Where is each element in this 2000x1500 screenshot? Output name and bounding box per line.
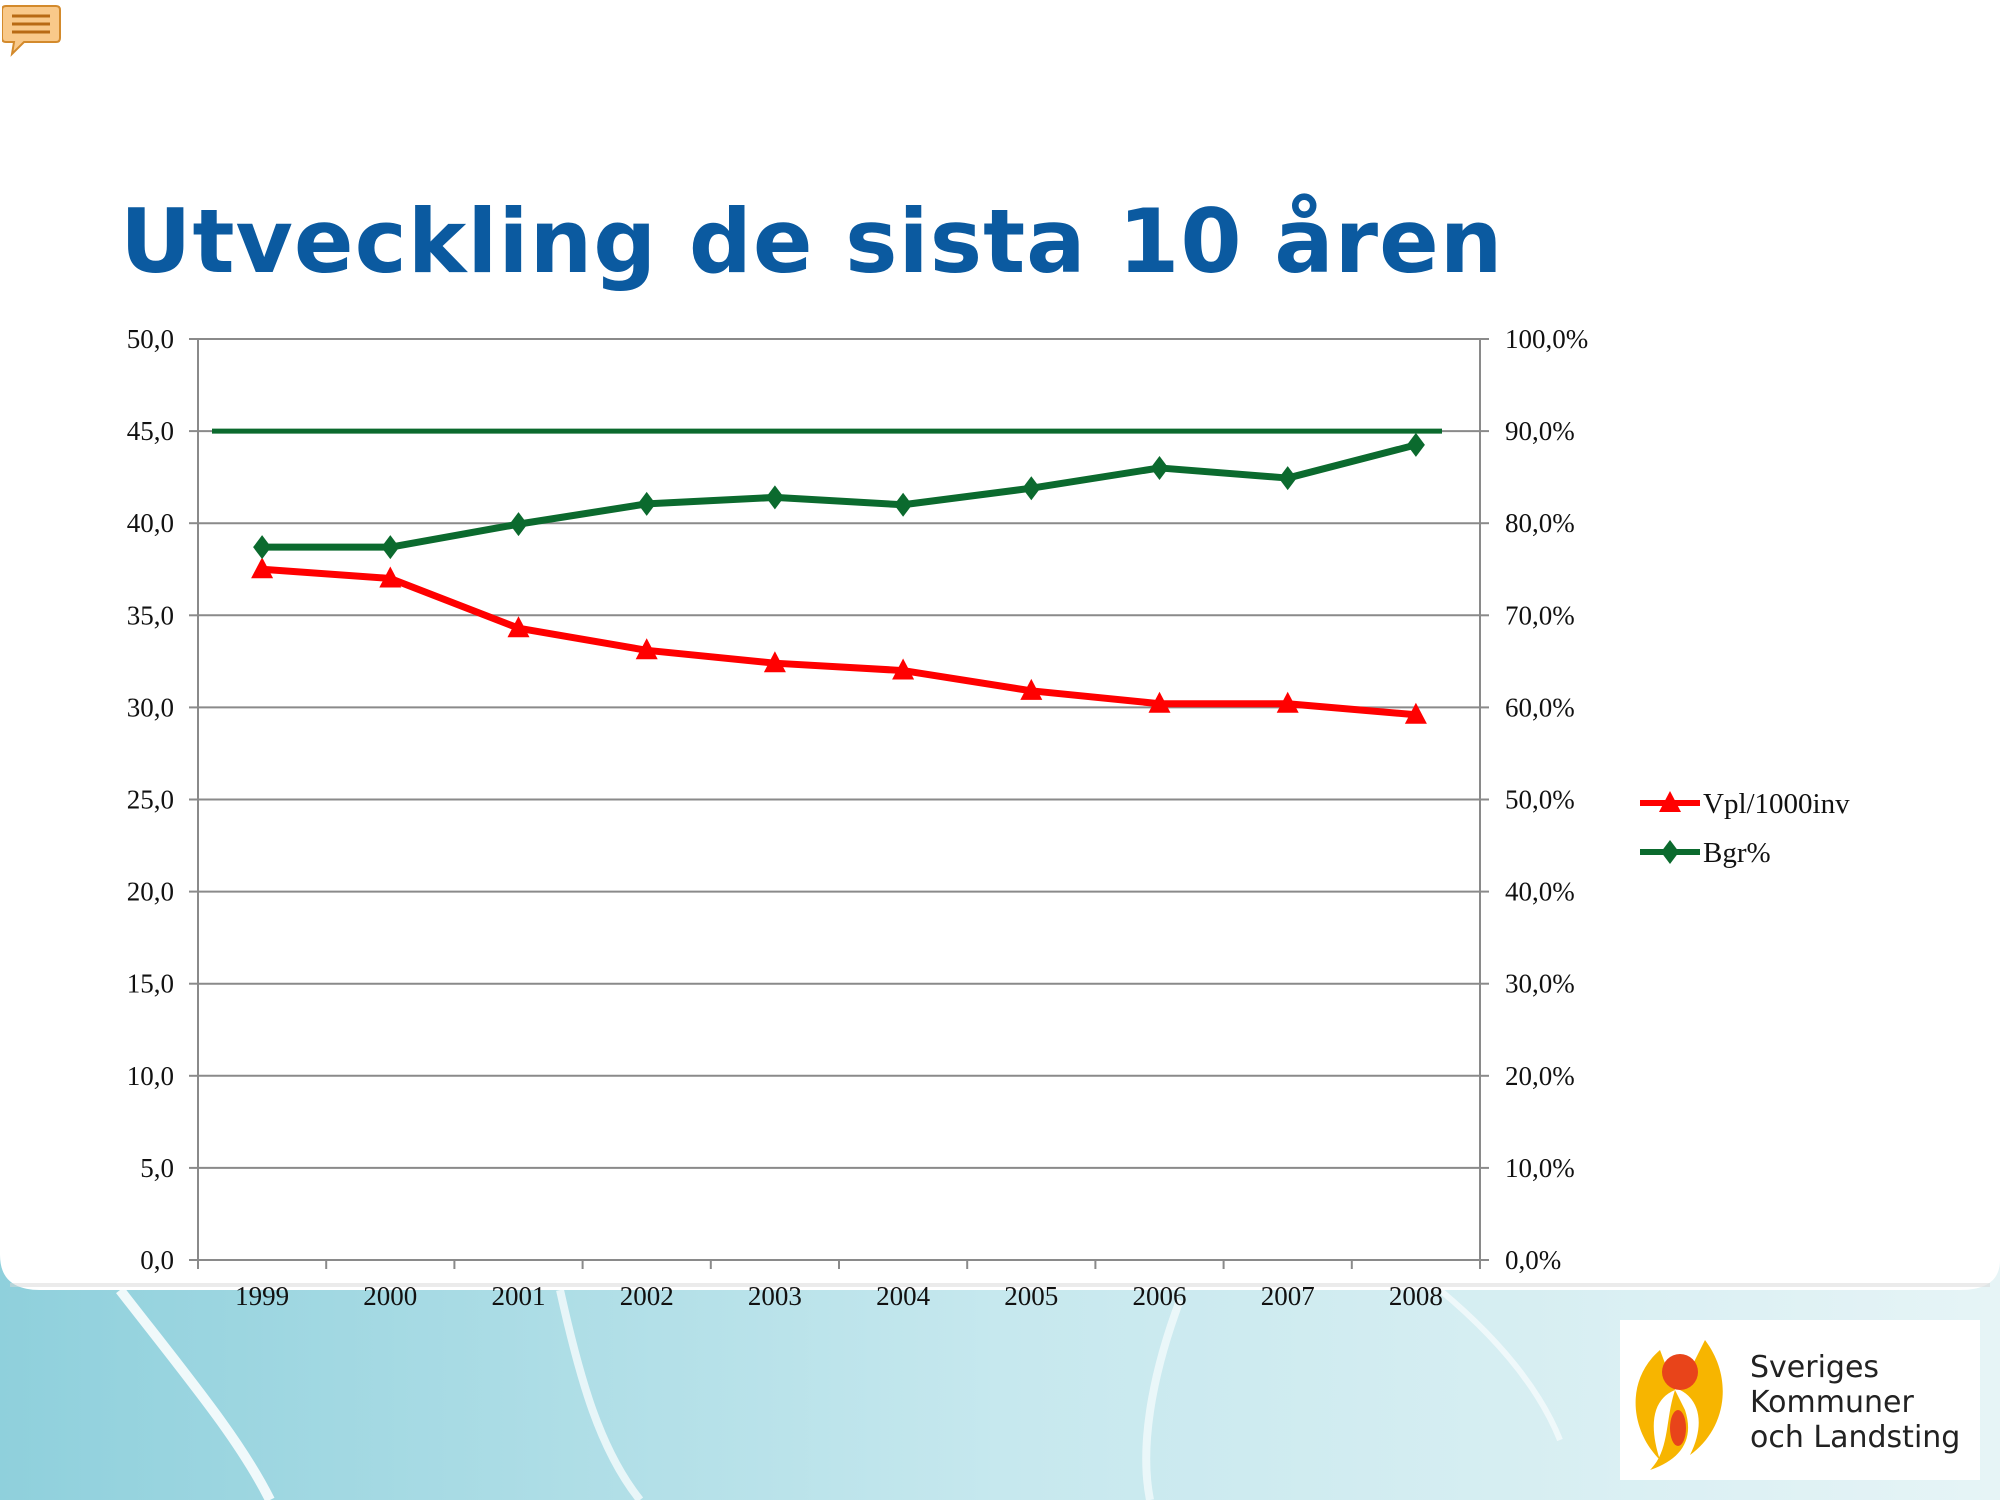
x-axis-tick-label: 2006 — [1133, 1281, 1187, 1311]
data-point-triangle — [251, 557, 274, 579]
data-point-diamond — [509, 512, 528, 537]
data-point-diamond — [765, 485, 784, 510]
data-point-triangle — [1020, 678, 1043, 700]
logo-emblem-icon — [1635, 1340, 1723, 1470]
series-line-0 — [261, 565, 1417, 719]
logo-text: Sveriges Kommuner och Landsting — [1750, 1350, 1960, 1455]
data-point-triangle — [379, 566, 402, 588]
left-axis-tick-label: 45,0 — [127, 416, 174, 446]
left-axis-tick-label: 10,0 — [127, 1061, 174, 1091]
x-axis-tick-label: 2000 — [363, 1281, 417, 1311]
right-axis-tick-label: 60,0% — [1505, 692, 1575, 722]
right-axis-tick-label: 0,0% — [1505, 1245, 1561, 1275]
data-point-triangle — [763, 651, 786, 673]
left-axis-tick-label: 30,0 — [127, 692, 174, 722]
data-point-triangle — [635, 638, 658, 660]
x-axis-tick-label: 2005 — [1004, 1281, 1058, 1311]
left-axis-tick-label: 20,0 — [127, 877, 174, 907]
data-point-diamond — [381, 535, 400, 560]
x-axis-tick-label: 2003 — [748, 1281, 802, 1311]
series-line-1 — [262, 441, 1417, 551]
data-point-triangle — [1148, 691, 1171, 713]
right-axis-tick-label: 20,0% — [1505, 1061, 1575, 1091]
data-point-triangle — [1404, 702, 1427, 724]
legend-marker-triangle-icon — [1659, 791, 1681, 812]
right-axis-tick-label: 50,0% — [1505, 785, 1575, 815]
data-point-triangle — [892, 658, 915, 680]
x-axis-tick-label: 1999 — [235, 1281, 289, 1311]
data-point-diamond — [894, 492, 913, 517]
left-axis-tick-label: 50,0 — [127, 324, 174, 354]
data-point-diamond — [1150, 455, 1169, 480]
logo-line: och Landsting — [1750, 1420, 1961, 1455]
data-point-diamond — [1022, 476, 1041, 501]
left-axis-tick-label: 5,0 — [140, 1153, 174, 1183]
right-axis-tick-label: 30,0% — [1505, 969, 1575, 999]
right-axis-tick-label: 10,0% — [1505, 1153, 1575, 1183]
left-axis-tick-label: 0,0 — [140, 1245, 174, 1275]
data-point-diamond — [253, 535, 272, 560]
logo-line: Sveriges — [1750, 1350, 1880, 1385]
right-axis-tick-label: 80,0% — [1505, 508, 1575, 538]
left-axis-tick-label: 40,0 — [127, 508, 174, 538]
data-point-diamond — [637, 491, 656, 516]
legend-marker-diamond-icon — [1661, 840, 1679, 864]
legend-label: Bgr% — [1703, 837, 1771, 869]
data-point-triangle — [507, 616, 530, 638]
right-axis-tick-label: 90,0% — [1505, 416, 1575, 446]
left-axis-tick-label: 35,0 — [127, 600, 174, 630]
x-axis-tick-label: 2008 — [1389, 1281, 1443, 1311]
legend-label: Vpl/1000inv — [1703, 788, 1850, 820]
left-axis-tick-label: 25,0 — [127, 785, 174, 815]
left-axis-tick-label: 15,0 — [127, 969, 174, 999]
skl-logo: Sveriges Kommuner och Landsting — [1620, 1320, 1980, 1480]
right-axis-tick-label: 100,0% — [1505, 324, 1588, 354]
x-axis-tick-label: 2007 — [1261, 1281, 1315, 1311]
right-axis-tick-label: 70,0% — [1505, 600, 1575, 630]
right-axis-tick-label: 40,0% — [1505, 877, 1575, 907]
x-axis-tick-label: 2001 — [492, 1281, 546, 1311]
x-axis-tick-label: 2004 — [876, 1281, 931, 1311]
data-point-diamond — [1406, 432, 1425, 457]
logo-line: Kommuner — [1750, 1385, 1914, 1420]
data-point-triangle — [1276, 691, 1299, 713]
data-point-diamond — [1278, 466, 1297, 491]
x-axis-tick-label: 2002 — [620, 1281, 674, 1311]
comment-icon[interactable] — [2, 2, 62, 58]
slide-title: Utveckling de sista 10 åren — [120, 190, 1504, 293]
